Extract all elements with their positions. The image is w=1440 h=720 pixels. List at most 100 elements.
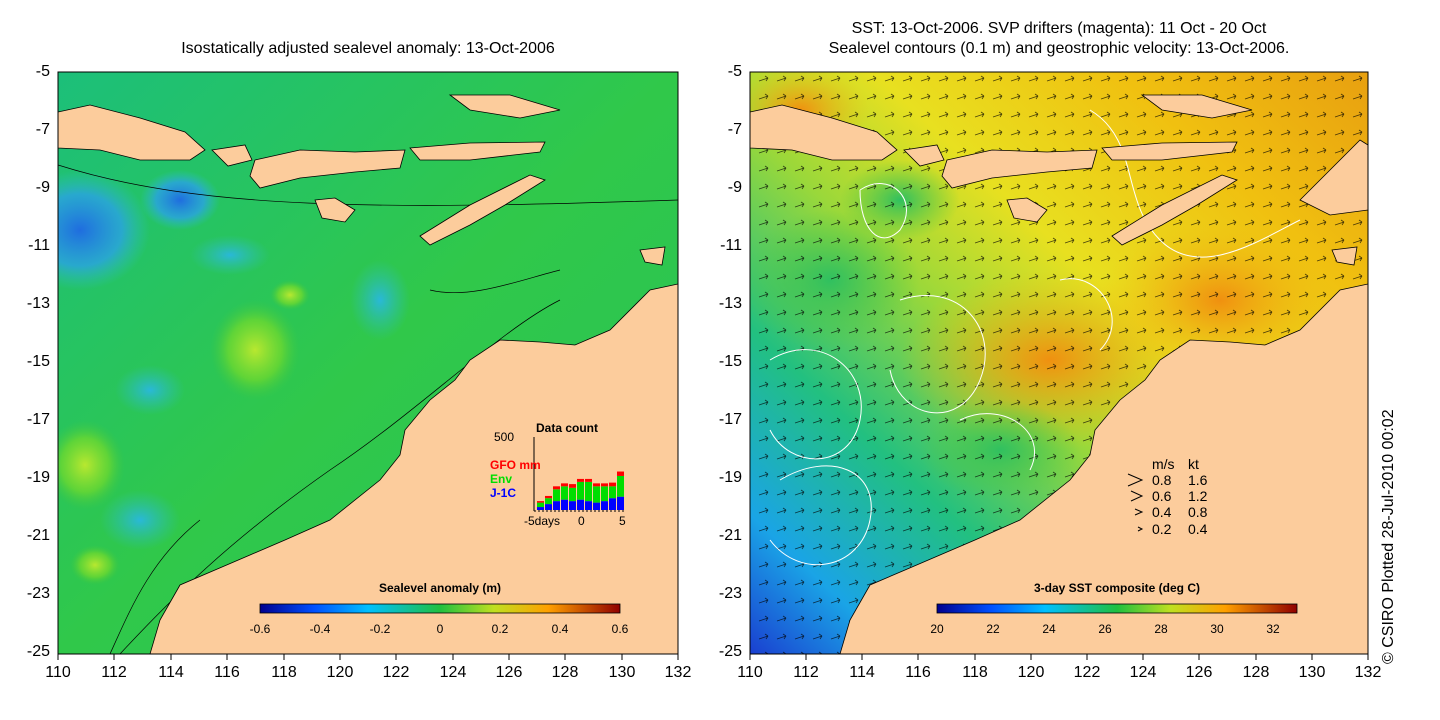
x-tick-label: 122 [382, 664, 410, 681]
velocity-legend-ms: 0.8 [1152, 472, 1172, 488]
x-tick-label: 126 [495, 664, 523, 681]
x-tick-label: 124 [1129, 664, 1157, 681]
colorbar-tick: 0.2 [491, 622, 509, 636]
data-count-bar-green [593, 486, 600, 503]
data-count-xlabel-mid: 0 [578, 514, 585, 528]
data-count-bar-green [609, 486, 616, 499]
colorbar-tick: 32 [1266, 622, 1280, 636]
data-count-bar-red [545, 495, 552, 499]
colorbar-tick: 0.6 [611, 622, 629, 636]
y-tick-label: -13 [718, 295, 742, 312]
y-tick-label: -7 [727, 121, 742, 138]
data-count-bar-blue [561, 499, 568, 510]
x-tick-label: 132 [1354, 664, 1382, 681]
y-tick-label: -13 [26, 295, 50, 312]
data-count-bar-green [537, 502, 544, 508]
y-tick-label: -25 [718, 643, 742, 660]
data-count-bar-green [585, 481, 592, 502]
colorbar-tick: 0.4 [551, 622, 569, 636]
x-tick-label: 114 [158, 664, 184, 681]
sst-colorbar [936, 603, 1298, 614]
data-count-label-j1c: J-1C [490, 486, 517, 500]
x-tick-label: 116 [905, 664, 931, 681]
data-count-bar-blue [601, 501, 608, 510]
data-count-bar-blue [569, 501, 576, 510]
sst-map [750, 72, 1368, 654]
x-tick-label: 120 [326, 664, 354, 681]
data-count-label-env: Env [490, 472, 513, 486]
velocity-legend-arrows [1127, 473, 1144, 532]
colorbar-tick: -0.2 [369, 622, 391, 636]
data-count-bar-blue [585, 501, 592, 510]
x-tick-label: 116 [214, 664, 240, 681]
data-count-bar-green [601, 486, 608, 502]
data-count-bar-red [537, 501, 544, 503]
x-tick-label: 126 [1185, 664, 1213, 681]
sla-colorbar-title: Sealevel anomaly (m) [378, 581, 502, 595]
y-tick-label: -21 [26, 527, 50, 544]
velocity-legend-ms: 0.2 [1152, 521, 1172, 537]
x-tick-label: 122 [1073, 664, 1101, 681]
x-tick-label: 128 [1242, 664, 1270, 681]
colorbar-tick: -0.6 [249, 622, 271, 636]
colorbar-tick: 24 [1042, 622, 1056, 636]
y-tick-label: -17 [718, 411, 742, 428]
y-tick-label: -15 [26, 353, 50, 370]
x-tick-label: 112 [101, 664, 127, 681]
data-count-bar-blue [577, 499, 584, 510]
y-tick-label: -23 [718, 585, 742, 602]
velocity-legend-kt: 1.2 [1188, 488, 1208, 504]
data-count-bar-blue [545, 504, 552, 510]
data-count-label-gfo: GFO mm [490, 458, 541, 472]
y-tick-label: -7 [35, 121, 50, 138]
right-map-title-line1: SST: 13-Oct-2006. SVP drifters (magenta)… [851, 20, 1267, 37]
x-tick-label: 112 [793, 664, 819, 681]
colorbar-tick: 26 [1098, 622, 1112, 636]
y-tick-label: -5 [35, 63, 50, 80]
velocity-legend-header-kt: kt [1188, 456, 1199, 472]
x-tick-label: 120 [1017, 664, 1045, 681]
y-tick-label: -9 [727, 179, 742, 196]
data-count-title: Data count [536, 421, 599, 435]
right-axis-ticks [749, 654, 1369, 660]
velocity-legend-kt: 0.8 [1188, 504, 1208, 520]
data-count-bar-green [569, 487, 576, 502]
data-count-bar-red [593, 483, 600, 487]
x-tick-label: 114 [849, 664, 875, 681]
left-axis-ticks [57, 654, 679, 660]
data-count-bar-blue [617, 496, 624, 510]
velocity-legend-ms: 0.4 [1152, 504, 1172, 520]
left-map-title: Isostatically adjusted sealevel anomaly:… [181, 40, 555, 57]
data-count-bar-red [601, 483, 608, 487]
y-tick-label: -11 [28, 237, 50, 254]
x-tick-label: 118 [271, 664, 297, 681]
x-tick-label: 118 [962, 664, 988, 681]
x-tick-label: 128 [551, 664, 579, 681]
y-tick-label: -19 [718, 469, 742, 486]
data-count-bar-blue [537, 507, 544, 510]
x-tick-label: 124 [439, 664, 467, 681]
sealevel-map [58, 72, 678, 654]
y-tick-label: -23 [26, 585, 50, 602]
data-count-bar-red [553, 486, 560, 490]
y-tick-label: -15 [718, 353, 742, 370]
data-count-bar-green [617, 475, 624, 497]
velocity-legend-kt: 1.6 [1188, 472, 1208, 488]
colorbar-tick: -0.4 [309, 622, 331, 636]
data-count-bar-red [585, 478, 592, 482]
data-count-bar-green [553, 489, 560, 502]
data-count-bar-red [617, 471, 624, 476]
colorbar-tick: 30 [1210, 622, 1224, 636]
colorbar-tick: 0 [436, 622, 444, 636]
data-count-bar-green [561, 486, 568, 500]
colorbar-tick: 28 [1154, 622, 1168, 636]
y-tick-label: -17 [26, 411, 50, 428]
data-count-bar-red [569, 484, 576, 488]
x-tick-label: 130 [1298, 664, 1326, 681]
velocity-legend-ms: 0.6 [1152, 488, 1172, 504]
x-tick-label: 110 [737, 664, 763, 681]
velocity-legend-header-ms: m/s [1152, 456, 1175, 472]
credit-text: © CSIRO Plotted 28-Jul-2010 00:02 [1380, 409, 1397, 664]
y-tick-label: -9 [35, 179, 50, 196]
